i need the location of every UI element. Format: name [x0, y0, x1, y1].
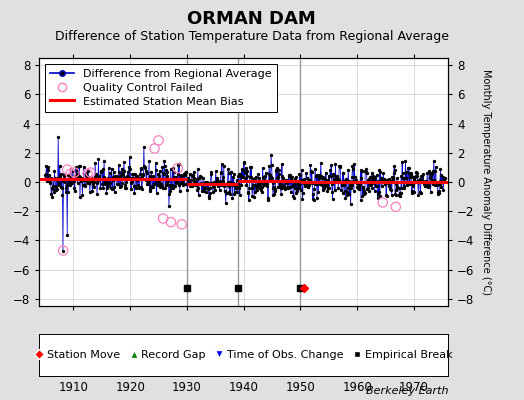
Point: [167, 219, 175, 225]
Text: 1970: 1970: [399, 381, 429, 394]
Text: Difference of Station Temperature Data from Regional Average: Difference of Station Temperature Data f…: [54, 30, 449, 43]
Text: 1920: 1920: [115, 381, 145, 394]
Point: [173, 165, 182, 171]
Point: [159, 215, 167, 222]
Point: [70, 169, 79, 176]
Point: [83, 171, 92, 177]
Point: [178, 221, 186, 228]
Text: 1940: 1940: [228, 381, 259, 394]
Text: 1930: 1930: [172, 381, 202, 394]
Point: [59, 247, 67, 254]
Text: Berkeley Earth: Berkeley Earth: [366, 386, 448, 396]
Point: [67, 171, 75, 177]
Text: 1960: 1960: [342, 381, 372, 394]
Legend: Station Move, Record Gap, Time of Obs. Change, Empirical Break: Station Move, Record Gap, Time of Obs. C…: [31, 347, 456, 363]
Y-axis label: Monthly Temperature Anomaly Difference (°C): Monthly Temperature Anomaly Difference (…: [481, 69, 491, 295]
Point: [154, 137, 162, 144]
Point: [391, 204, 400, 210]
Legend: Difference from Regional Average, Quality Control Failed, Estimated Station Mean: Difference from Regional Average, Qualit…: [45, 64, 277, 112]
Point: [86, 169, 94, 176]
Text: 1950: 1950: [286, 381, 315, 394]
Text: 1910: 1910: [58, 381, 89, 394]
Text: ORMAN DAM: ORMAN DAM: [187, 10, 316, 28]
Point: [63, 166, 71, 173]
Point: [378, 199, 387, 206]
Point: [150, 145, 159, 152]
